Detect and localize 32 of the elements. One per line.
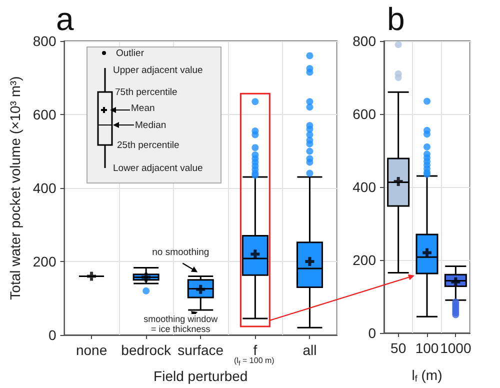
y-tick-label: 600 [32, 106, 56, 122]
y-tick-label: 200 [32, 254, 56, 270]
x-tick-label: 50 [390, 340, 406, 356]
annotation: Lower adjacent value [113, 162, 203, 174]
x-tick-label: all [302, 342, 317, 358]
x-tick-label: none [76, 342, 108, 358]
y-tick-label: 400 [352, 179, 376, 195]
chart-title: b [387, 1, 405, 37]
x-tick-label: 1000 [440, 340, 472, 356]
x-axis-title: Field perturbed [154, 368, 248, 384]
x-tick-label: bedrock [121, 342, 172, 358]
text: (l$_{f}$ = 100 m) [234, 356, 274, 368]
annotation: 25th percentile [117, 140, 180, 150]
annotation: Outlier [116, 48, 144, 58]
y-tick-label: 0 [368, 325, 376, 341]
chart-title: a [56, 1, 74, 37]
y-tick-label: 800 [352, 33, 376, 49]
annotation: smoothing window = ice thickness [140, 314, 221, 334]
annotation: no smoothing [152, 247, 210, 258]
annotation: 75th percentile [115, 86, 178, 98]
y-tick-label: 400 [32, 180, 56, 196]
y-axis-title: Total water pocket volume (×10³ m³) [7, 76, 23, 300]
x-tick-label: 100 [415, 340, 439, 356]
annotation: Mean [131, 102, 155, 114]
y-tick-label: 800 [32, 33, 56, 49]
annotation: Median [135, 120, 166, 130]
annotation: Upper adjacent value [113, 64, 203, 76]
y-tick-label: 200 [352, 252, 376, 268]
x-tick-label: surface [178, 342, 224, 358]
y-tick-label: 0 [48, 327, 56, 343]
y-tick-label: 600 [352, 106, 376, 122]
x-tick-label: f [253, 342, 258, 358]
